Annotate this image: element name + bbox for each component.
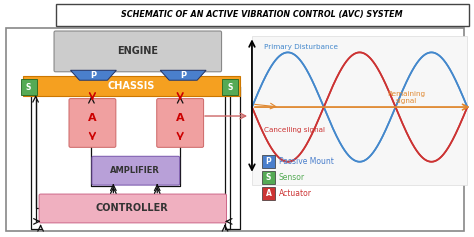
Text: CHASSIS: CHASSIS <box>108 81 155 91</box>
Bar <box>252 36 467 185</box>
FancyBboxPatch shape <box>157 99 204 147</box>
FancyBboxPatch shape <box>39 194 227 223</box>
FancyBboxPatch shape <box>92 156 180 185</box>
Text: Remaining
signal: Remaining signal <box>387 91 426 104</box>
Bar <box>262 187 275 200</box>
Text: A: A <box>265 189 271 198</box>
Text: Sensor: Sensor <box>279 173 305 182</box>
FancyBboxPatch shape <box>69 99 116 147</box>
Text: Passive Mount: Passive Mount <box>279 157 334 166</box>
Text: S: S <box>228 83 233 92</box>
Text: P: P <box>265 157 271 166</box>
Text: Actuator: Actuator <box>279 189 312 198</box>
FancyBboxPatch shape <box>54 31 221 72</box>
Text: CONTROLLER: CONTROLLER <box>96 204 169 214</box>
Text: P: P <box>91 71 97 80</box>
Bar <box>55 4 469 26</box>
Text: Primary Disturbance: Primary Disturbance <box>264 44 338 50</box>
Text: SCHEMATIC OF AN ACTIVE VIBRATION CONTROL (AVC) SYSTEM: SCHEMATIC OF AN ACTIVE VIBRATION CONTROL… <box>121 10 403 19</box>
Bar <box>6 27 465 231</box>
Polygon shape <box>160 70 206 80</box>
Text: S: S <box>266 173 271 182</box>
Text: A: A <box>176 113 184 123</box>
Bar <box>21 79 36 95</box>
Polygon shape <box>71 70 116 80</box>
Text: Cancelling signal: Cancelling signal <box>264 127 325 133</box>
Bar <box>262 171 275 184</box>
Text: AMPLIFIER: AMPLIFIER <box>110 166 160 175</box>
Bar <box>222 79 238 95</box>
Text: P: P <box>180 71 186 80</box>
Text: ENGINE: ENGINE <box>117 46 158 56</box>
Bar <box>262 155 275 168</box>
Text: A: A <box>88 113 97 123</box>
Text: S: S <box>26 83 31 92</box>
Bar <box>23 76 240 96</box>
